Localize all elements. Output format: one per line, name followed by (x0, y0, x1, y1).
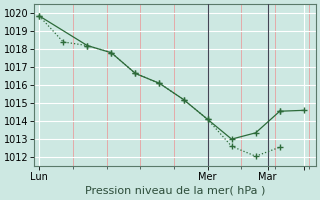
X-axis label: Pression niveau de la mer( hPa ): Pression niveau de la mer( hPa ) (85, 186, 265, 196)
